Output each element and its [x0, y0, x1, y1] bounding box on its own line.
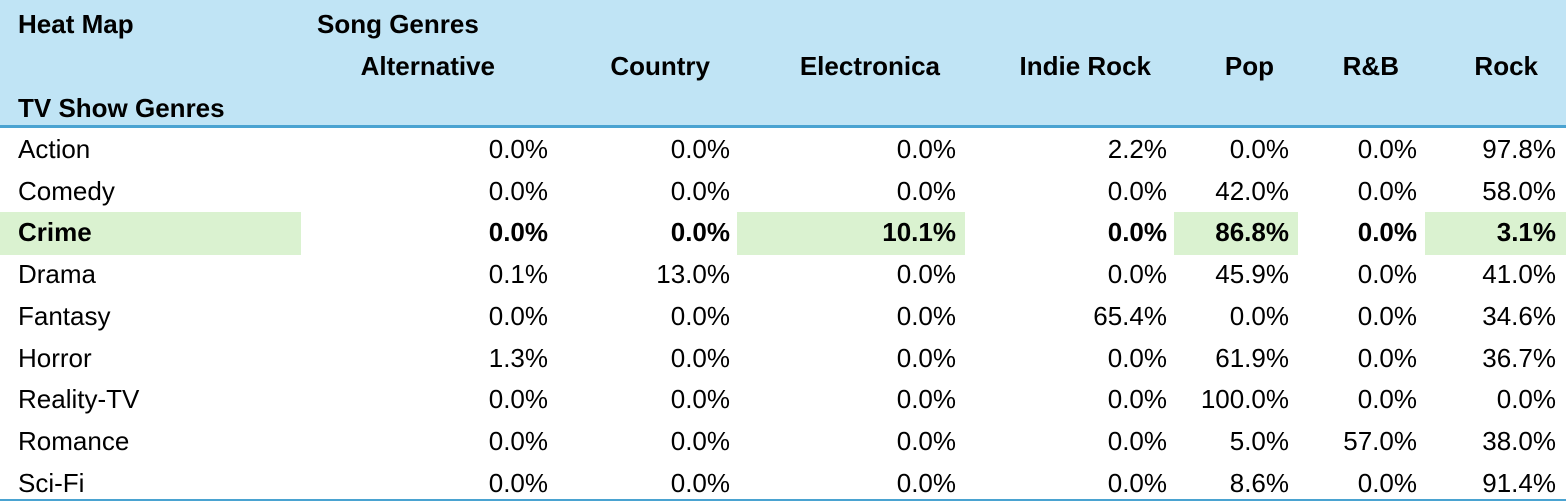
cell-alternative[interactable]: 0.0% — [488, 300, 548, 331]
cell-rnb[interactable]: 0.0% — [1357, 134, 1417, 164]
table-row: Romance 0.0% 0.0% 0.0% 0.0% 5.0% 57.0% 38.0% — [0, 420, 1566, 462]
column-header-rnb[interactable]: R&B — [1342, 51, 1399, 81]
cell-country[interactable]: 13.0% — [656, 259, 730, 290]
row-label[interactable]: Horror — [18, 342, 92, 373]
cell-alternative[interactable]: 0.1% — [488, 259, 548, 290]
row-label[interactable]: Crime — [18, 217, 92, 248]
cell-indie-rock[interactable]: 0.0% — [1107, 425, 1167, 456]
corner-title[interactable]: Heat Map — [18, 9, 134, 39]
cell-highlight — [737, 212, 965, 256]
cell-rnb[interactable]: 57.0% — [1343, 425, 1417, 456]
cell-alternative[interactable]: 0.0% — [488, 175, 548, 206]
cell-country[interactable]: 0.0% — [670, 300, 730, 331]
cell-electronica[interactable]: 0.0% — [896, 259, 956, 290]
cell-rnb[interactable]: 0.0% — [1357, 342, 1417, 373]
cell-rnb[interactable]: 0.0% — [1357, 384, 1417, 415]
cell-highlight — [1174, 212, 1298, 256]
row-label[interactable]: Fantasy — [18, 300, 111, 331]
cell-rock[interactable]: 41.0% — [1482, 259, 1556, 290]
bottom-rule — [0, 499, 1566, 501]
cell-pop[interactable]: 42.0% — [1215, 175, 1289, 206]
table-row: Fantasy 0.0% 0.0% 0.0% 65.4% 0.0% 0.0% 34.6% — [0, 295, 1566, 337]
cell-indie-rock[interactable]: 0.0% — [1107, 175, 1167, 206]
cell-country[interactable]: 0.0% — [670, 467, 730, 498]
table-row: Horror 1.3% 0.0% 0.0% 0.0% 61.9% 0.0% 36.7% — [0, 337, 1566, 379]
cell-rock[interactable]: 91.4% — [1482, 467, 1556, 498]
column-header-country[interactable]: Country — [610, 51, 710, 81]
cell-indie-rock[interactable]: 0.0% — [1107, 384, 1167, 415]
row-label-highlight — [0, 212, 301, 256]
table-row: Comedy 0.0% 0.0% 0.0% 0.0% 42.0% 0.0% 58.0% — [0, 170, 1566, 212]
column-header-alternative[interactable]: Alternative — [360, 51, 495, 81]
cell-pop[interactable]: 8.6% — [1229, 467, 1289, 498]
row-label[interactable]: Sci-Fi — [18, 467, 85, 498]
cell-electronica[interactable]: 0.0% — [896, 342, 956, 373]
cell-indie-rock[interactable]: 0.0% — [1107, 217, 1167, 248]
cell-rock[interactable]: 97.8% — [1482, 134, 1556, 164]
cell-electronica[interactable]: 0.0% — [896, 384, 956, 415]
cell-pop[interactable]: 86.8% — [1215, 217, 1289, 248]
cell-electronica[interactable]: 10.1% — [882, 217, 956, 248]
cell-pop[interactable]: 0.0% — [1229, 134, 1289, 164]
cell-rnb[interactable]: 0.0% — [1357, 467, 1417, 498]
cell-pop[interactable]: 0.0% — [1229, 300, 1289, 331]
cell-rock[interactable]: 3.1% — [1496, 217, 1556, 248]
row-label[interactable]: Comedy — [18, 175, 115, 206]
cell-electronica[interactable]: 0.0% — [896, 300, 956, 331]
column-group-title[interactable]: Song Genres — [317, 9, 479, 39]
cell-rock[interactable]: 38.0% — [1482, 425, 1556, 456]
cell-pop[interactable]: 61.9% — [1215, 342, 1289, 373]
cell-rnb[interactable]: 0.0% — [1357, 300, 1417, 331]
cell-pop[interactable]: 100.0% — [1200, 384, 1289, 415]
cell-country[interactable]: 0.0% — [670, 175, 730, 206]
cell-alternative[interactable]: 0.0% — [488, 384, 548, 415]
cell-electronica[interactable]: 0.0% — [896, 175, 956, 206]
cell-country[interactable]: 0.0% — [670, 384, 730, 415]
cell-electronica[interactable]: 0.0% — [896, 425, 956, 456]
cell-indie-rock[interactable]: 0.0% — [1107, 467, 1167, 498]
cell-country[interactable]: 0.0% — [670, 342, 730, 373]
row-label[interactable]: Action — [18, 134, 91, 164]
row-label[interactable]: Reality-TV — [18, 384, 140, 415]
cell-highlight — [1425, 212, 1566, 256]
column-header-electronica[interactable]: Electronica — [799, 51, 940, 81]
cell-rock[interactable]: 58.0% — [1482, 175, 1556, 206]
row-group-title[interactable]: TV Show Genres — [18, 93, 225, 123]
column-header-indie-rock[interactable]: Indie Rock — [1019, 51, 1151, 81]
cell-indie-rock[interactable]: 2.2% — [1107, 134, 1167, 164]
column-header-rock[interactable]: Rock — [1474, 51, 1538, 81]
cell-indie-rock[interactable]: 65.4% — [1093, 300, 1167, 331]
cell-rock[interactable]: 36.7% — [1482, 342, 1556, 373]
cell-rnb[interactable]: 0.0% — [1357, 217, 1417, 248]
table-row: Action 0.0% 0.0% 0.0% 2.2% 0.0% 0.0% 97.8% — [0, 128, 1566, 170]
cell-pop[interactable]: 5.0% — [1229, 425, 1289, 456]
cell-electronica[interactable]: 0.0% — [896, 134, 956, 164]
cell-alternative[interactable]: 0.0% — [488, 467, 548, 498]
table-row: Crime 0.0% 0.0% 10.1% 0.0% 86.8% 0.0% 3.1% — [0, 211, 1566, 256]
cell-rnb[interactable]: 0.0% — [1357, 259, 1417, 290]
cell-rock[interactable]: 0.0% — [1496, 384, 1556, 415]
row-label[interactable]: Romance — [18, 425, 130, 456]
cell-indie-rock[interactable]: 0.0% — [1107, 259, 1167, 290]
cell-rock[interactable]: 34.6% — [1482, 300, 1556, 331]
table-row: Sci-Fi 0.0% 0.0% 0.0% 0.0% 8.6% 0.0% 91.4% — [0, 462, 1566, 502]
column-header-pop[interactable]: Pop — [1224, 51, 1274, 81]
row-label[interactable]: Drama — [18, 259, 97, 290]
cell-alternative[interactable]: 1.3% — [488, 342, 548, 373]
cell-alternative[interactable]: 0.0% — [488, 425, 548, 456]
cell-country[interactable]: 0.0% — [670, 217, 730, 248]
cell-country[interactable]: 0.0% — [670, 425, 730, 456]
table-row: Reality-TV 0.0% 0.0% 0.0% 0.0% 100.0% 0.0% 0.0% — [0, 378, 1566, 420]
table-row: Drama 0.1% 13.0% 0.0% 0.0% 45.9% 0.0% 41.0% — [0, 253, 1566, 295]
cell-alternative[interactable]: 0.0% — [488, 134, 548, 164]
header-band — [0, 0, 1566, 128]
cell-indie-rock[interactable]: 0.0% — [1107, 342, 1167, 373]
cell-pop[interactable]: 45.9% — [1215, 259, 1289, 290]
cell-electronica[interactable]: 0.0% — [896, 467, 956, 498]
cell-alternative[interactable]: 0.0% — [488, 217, 548, 248]
cell-country[interactable]: 0.0% — [670, 134, 730, 164]
cell-rnb[interactable]: 0.0% — [1357, 175, 1417, 206]
